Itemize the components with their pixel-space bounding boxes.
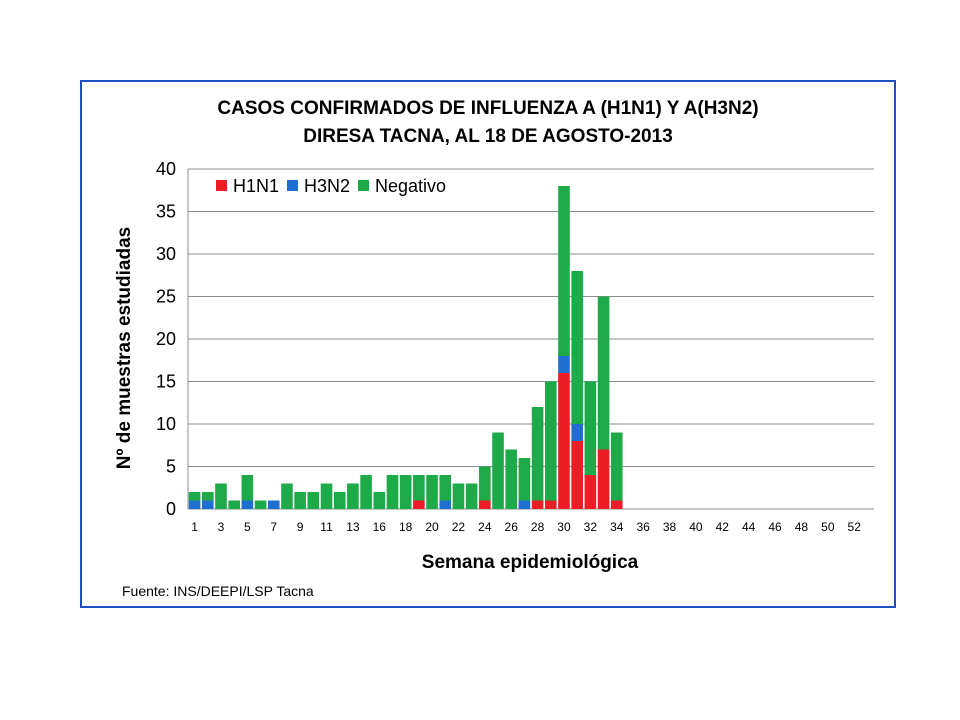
bar-h3n2-week-2 [201,500,214,509]
x-tick-label: 34 [610,520,624,534]
bar-negativo-week-5 [241,475,254,501]
chart-frame: CASOS CONFIRMADOS DE INFLUENZA A (H1N1) … [80,80,896,608]
bar-negativo-week-20 [439,475,452,501]
bar-negativo-week-26 [518,458,531,501]
bar-h1n1-week-33 [610,500,623,509]
bar-negativo-week-8 [281,483,293,509]
chart-title: CASOS CONFIRMADOS DE INFLUENZA A (H1N1) … [217,98,758,119]
bar-h1n1-week-32 [597,449,610,509]
bar-negativo-week-2 [201,492,214,501]
bar-negativo-week-9 [294,492,306,509]
bar-negativo-week-15 [373,492,386,509]
legend-label-h3n2: H3N2 [304,176,350,196]
bar-h3n2-week-5 [241,500,254,509]
bar-h1n1-week-27 [531,500,544,509]
chart-subtitle: DIRESA TACNA, AL 18 DE AGOSTO-2013 [303,126,673,147]
bar-negativo-week-31 [584,381,597,475]
y-axis-label: Nº de muestras estudiadas [114,227,135,469]
x-tick-label: 22 [452,520,466,534]
bar-negativo-week-25 [505,449,518,509]
bar-negativo-week-27 [531,407,544,501]
bar-negativo-week-17 [399,475,412,509]
bar-h3n2-week-7 [267,500,280,509]
bar-negativo-week-4 [228,500,240,509]
x-tick-label: 48 [795,520,809,534]
y-tick-label: 15 [156,372,176,392]
bar-h3n2-week-1 [188,500,201,509]
bar-negativo-week-32 [597,296,610,450]
x-tick-label: 9 [297,520,304,534]
x-tick-label: 50 [821,520,835,534]
bar-negativo-week-19 [426,475,438,509]
legend-label-negativo: Negativo [375,176,446,196]
x-tick-label: 13 [346,520,360,534]
y-tick-label: 25 [156,287,176,307]
bar-negativo-week-22 [465,483,478,509]
bar-negativo-week-10 [307,492,320,509]
source-note: Fuente: INS/DEEPI/LSP Tacna [122,583,314,599]
bar-negativo-week-3 [215,483,227,509]
y-tick-label: 10 [156,414,176,434]
bar-negativo-week-23 [479,466,491,501]
bar-negativo-week-24 [492,432,504,509]
chart-svg: CASOS CONFIRMADOS DE INFLUENZA A (H1N1) … [114,98,874,599]
x-tick-label: 7 [270,520,277,534]
x-tick-label: 46 [768,520,782,534]
x-tick-label: 24 [478,520,492,534]
x-tick-label: 42 [716,520,730,534]
x-tick-label: 18 [399,520,413,534]
bar-h1n1-week-31 [584,475,597,509]
x-tick-label: 16 [373,520,387,534]
x-tick-label: 5 [244,520,251,534]
y-tick-label: 20 [156,329,176,349]
bar-h1n1-week-30 [571,441,583,509]
x-tick-label: 30 [557,520,571,534]
y-tick-label: 40 [156,159,176,179]
x-tick-label: 44 [742,520,756,534]
bar-h1n1-week-29 [558,373,570,509]
x-tick-label: 32 [584,520,598,534]
bar-negativo-week-30 [571,271,583,424]
bar-negativo-week-33 [610,432,623,501]
bar-h1n1-week-23 [479,500,491,509]
x-tick-label: 3 [218,520,225,534]
bar-h3n2-week-26 [518,500,531,509]
x-tick-label: 20 [425,520,439,534]
x-axis-label: Semana epidemiológica [422,552,639,573]
bar-negativo-week-16 [386,475,399,509]
x-tick-label: 1 [191,520,198,534]
bar-h3n2-week-29 [558,356,570,373]
bar-h3n2-week-20 [439,500,452,509]
bar-negativo-week-1 [188,492,201,501]
bar-negativo-week-28 [544,381,557,501]
bar-negativo-week-6 [254,500,267,509]
y-tick-label: 30 [156,244,176,264]
x-tick-label: 36 [636,520,650,534]
y-tick-label: 35 [156,202,176,222]
bar-negativo-week-29 [558,186,570,356]
legend-label-h1n1: H1N1 [233,176,279,196]
x-tick-label: 38 [663,520,677,534]
bar-h1n1-week-28 [544,500,557,509]
legend-swatch-negativo [358,180,369,191]
x-tick-label: 52 [848,520,862,534]
x-tick-label: 28 [531,520,545,534]
y-tick-label: 5 [166,457,176,477]
bar-h1n1-week-18 [413,500,425,509]
bar-negativo-week-13 [347,483,359,509]
legend-swatch-h1n1 [216,180,227,191]
bar-negativo-week-12 [333,492,346,509]
x-tick-label: 40 [689,520,703,534]
x-tick-label: 26 [505,520,519,534]
bar-h3n2-week-30 [571,424,583,441]
x-tick-label: 11 [320,520,333,534]
legend-swatch-h3n2 [287,180,298,191]
bar-negativo-week-18 [413,475,425,501]
y-tick-label: 0 [166,499,176,519]
bar-negativo-week-21 [452,483,465,509]
bar-negativo-week-11 [320,483,333,509]
bar-negativo-week-14 [360,475,372,509]
